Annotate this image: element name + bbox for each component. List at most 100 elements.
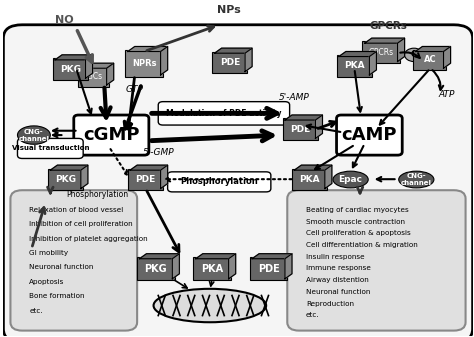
Text: PKG: PKG bbox=[55, 175, 76, 184]
Text: ATP: ATP bbox=[438, 90, 455, 99]
Polygon shape bbox=[365, 38, 405, 43]
Text: PKG: PKG bbox=[60, 65, 81, 74]
FancyBboxPatch shape bbox=[10, 190, 137, 331]
Polygon shape bbox=[85, 55, 92, 78]
Text: Epac: Epac bbox=[338, 175, 363, 184]
Text: Reproduction: Reproduction bbox=[306, 301, 354, 307]
Polygon shape bbox=[173, 254, 179, 279]
FancyBboxPatch shape bbox=[212, 52, 247, 73]
FancyBboxPatch shape bbox=[193, 257, 231, 280]
Polygon shape bbox=[196, 254, 236, 259]
Polygon shape bbox=[245, 48, 252, 71]
FancyBboxPatch shape bbox=[79, 67, 109, 87]
Polygon shape bbox=[294, 165, 332, 170]
Polygon shape bbox=[139, 254, 179, 259]
Polygon shape bbox=[325, 165, 332, 189]
FancyBboxPatch shape bbox=[250, 257, 287, 280]
Text: Beating of cardiac myocytes: Beating of cardiac myocytes bbox=[306, 207, 409, 213]
FancyBboxPatch shape bbox=[158, 102, 290, 125]
Text: PKA: PKA bbox=[201, 264, 223, 274]
Polygon shape bbox=[81, 165, 88, 189]
Text: PKA: PKA bbox=[344, 61, 365, 70]
Polygon shape bbox=[369, 52, 376, 75]
Polygon shape bbox=[161, 165, 168, 189]
Text: NO: NO bbox=[55, 15, 74, 25]
Text: PKG: PKG bbox=[145, 264, 167, 274]
FancyBboxPatch shape bbox=[337, 115, 402, 155]
Text: CNG-
channel: CNG- channel bbox=[18, 129, 49, 142]
Text: Modulation of PDE activity: Modulation of PDE activity bbox=[166, 109, 282, 118]
Polygon shape bbox=[55, 55, 92, 60]
Polygon shape bbox=[252, 254, 292, 259]
Text: Immune response: Immune response bbox=[306, 266, 371, 271]
Polygon shape bbox=[444, 47, 451, 68]
FancyBboxPatch shape bbox=[74, 115, 149, 155]
FancyBboxPatch shape bbox=[128, 168, 163, 190]
Text: PKA: PKA bbox=[300, 175, 320, 184]
FancyBboxPatch shape bbox=[137, 257, 174, 280]
FancyBboxPatch shape bbox=[287, 190, 465, 331]
Text: Bone formation: Bone formation bbox=[29, 293, 85, 299]
Text: 5'-GMP: 5'-GMP bbox=[142, 148, 174, 157]
FancyBboxPatch shape bbox=[283, 118, 318, 140]
FancyBboxPatch shape bbox=[362, 41, 400, 63]
Text: CNG-
channel: CNG- channel bbox=[401, 173, 432, 186]
Polygon shape bbox=[107, 63, 114, 85]
Text: Cell proliferation & apoptosis: Cell proliferation & apoptosis bbox=[306, 230, 411, 236]
Text: PDE: PDE bbox=[290, 125, 310, 134]
Text: GPCRs: GPCRs bbox=[369, 48, 394, 57]
Text: AC: AC bbox=[424, 55, 437, 64]
Text: Insulin response: Insulin response bbox=[306, 254, 365, 260]
Polygon shape bbox=[130, 165, 168, 170]
FancyBboxPatch shape bbox=[53, 58, 88, 80]
Text: Airway distention: Airway distention bbox=[306, 277, 369, 283]
Polygon shape bbox=[398, 38, 405, 62]
FancyBboxPatch shape bbox=[126, 50, 163, 76]
Text: Phosphorylation: Phosphorylation bbox=[66, 190, 128, 199]
Text: Smooth muscle contraction: Smooth muscle contraction bbox=[306, 219, 405, 225]
Polygon shape bbox=[315, 115, 322, 139]
Text: Relaxation of blood vessel: Relaxation of blood vessel bbox=[29, 207, 123, 213]
Polygon shape bbox=[50, 165, 88, 170]
Text: Inhibition of cell proliferation: Inhibition of cell proliferation bbox=[29, 221, 133, 227]
FancyBboxPatch shape bbox=[48, 168, 83, 190]
Text: sGCs: sGCs bbox=[84, 72, 103, 81]
Polygon shape bbox=[81, 63, 114, 68]
Ellipse shape bbox=[333, 171, 368, 188]
Text: GPCRs: GPCRs bbox=[369, 22, 407, 31]
Polygon shape bbox=[415, 47, 451, 52]
Text: Inhibition of platelet aggregation: Inhibition of platelet aggregation bbox=[29, 236, 148, 242]
Text: Cell differentiation & migration: Cell differentiation & migration bbox=[306, 242, 418, 248]
FancyBboxPatch shape bbox=[18, 139, 83, 158]
Text: Apoptosis: Apoptosis bbox=[29, 279, 64, 285]
Ellipse shape bbox=[399, 171, 434, 188]
Text: Phosphorylation: Phosphorylation bbox=[181, 177, 258, 186]
Text: cAMP: cAMP bbox=[342, 126, 397, 144]
Polygon shape bbox=[285, 115, 322, 120]
Text: NPs: NPs bbox=[217, 5, 240, 15]
FancyBboxPatch shape bbox=[3, 25, 473, 337]
Text: GI mobility: GI mobility bbox=[29, 250, 68, 256]
Polygon shape bbox=[161, 47, 168, 75]
Polygon shape bbox=[128, 47, 168, 52]
Ellipse shape bbox=[154, 289, 266, 322]
FancyBboxPatch shape bbox=[292, 168, 327, 190]
Text: 5'-AMP: 5'-AMP bbox=[279, 93, 310, 102]
Text: PDE: PDE bbox=[220, 58, 240, 67]
Text: Neuronal function: Neuronal function bbox=[29, 265, 93, 270]
Polygon shape bbox=[228, 254, 236, 279]
Text: etc.: etc. bbox=[29, 308, 43, 313]
Text: cGMP: cGMP bbox=[83, 126, 139, 144]
Text: etc.: etc. bbox=[306, 312, 319, 318]
Text: PDE: PDE bbox=[136, 175, 155, 184]
Polygon shape bbox=[285, 254, 292, 279]
Ellipse shape bbox=[405, 48, 423, 62]
Ellipse shape bbox=[18, 126, 50, 144]
FancyBboxPatch shape bbox=[337, 55, 372, 76]
Text: GTP: GTP bbox=[126, 85, 143, 94]
Text: PDE: PDE bbox=[258, 264, 279, 274]
Polygon shape bbox=[339, 52, 376, 57]
Polygon shape bbox=[215, 48, 252, 53]
Text: G: G bbox=[410, 50, 418, 59]
Text: Neuronal function: Neuronal function bbox=[306, 289, 370, 295]
